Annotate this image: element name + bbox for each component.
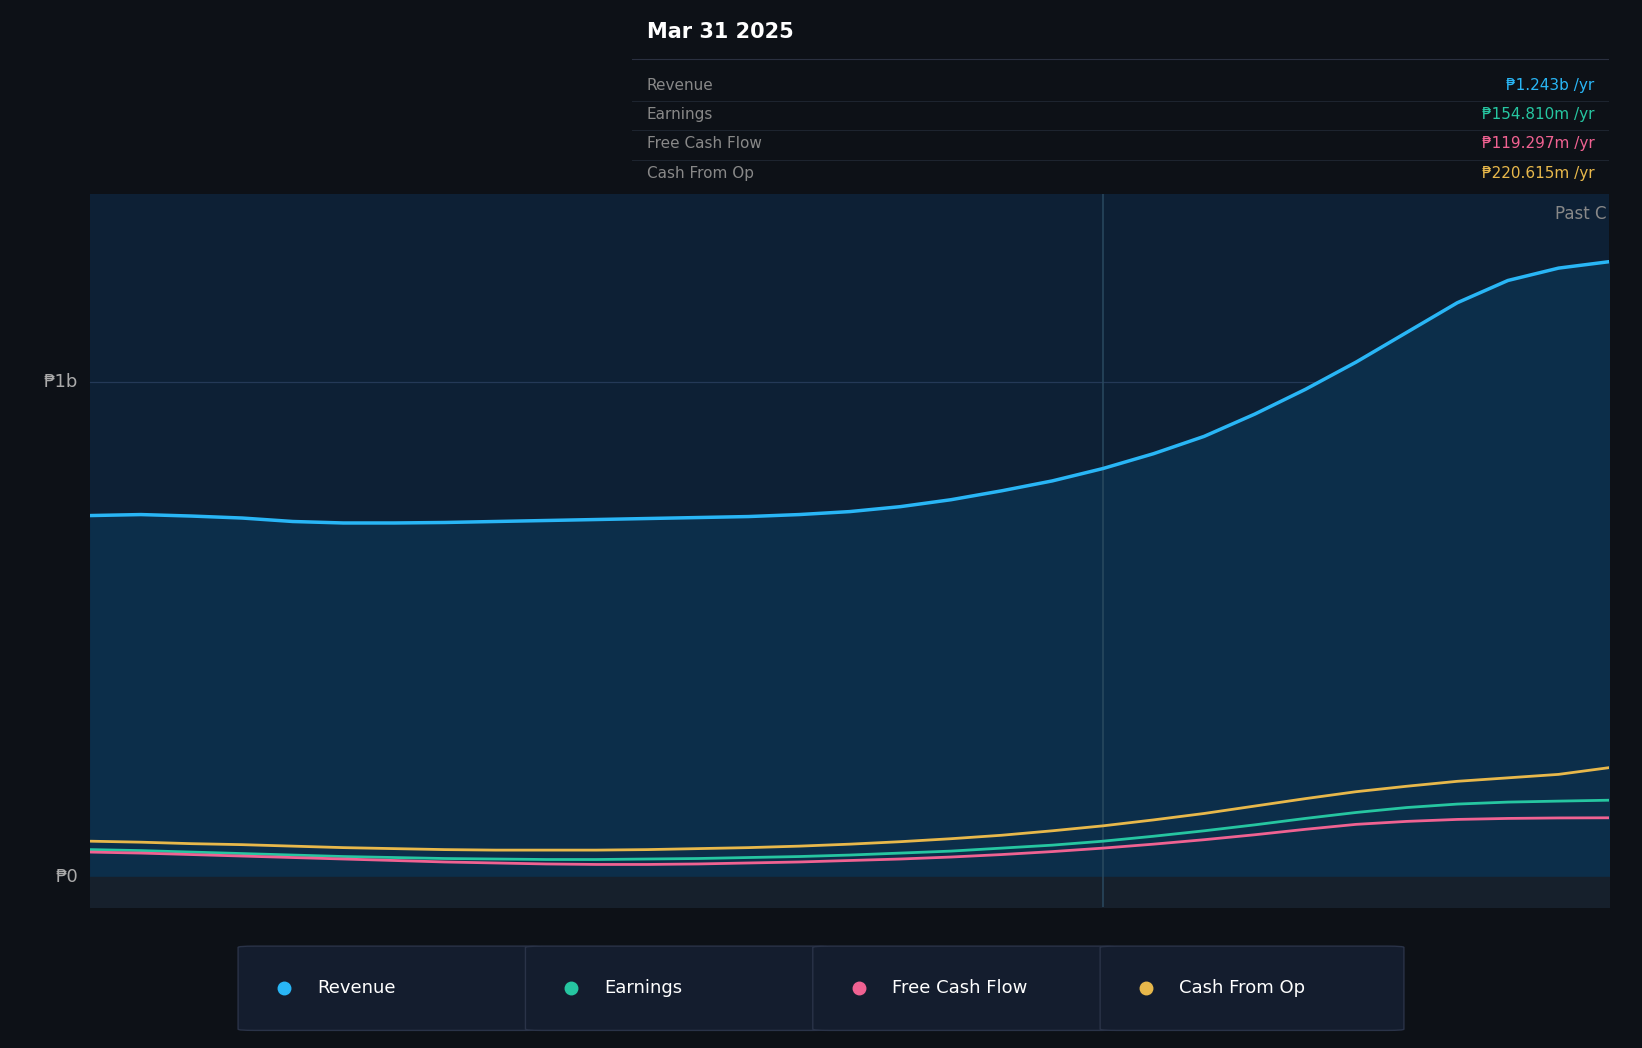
Text: Earnings: Earnings: [604, 979, 683, 998]
Text: 2023: 2023: [319, 945, 368, 965]
Text: ₱154.810m /yr: ₱154.810m /yr: [1483, 107, 1594, 122]
Text: ₱0: ₱0: [56, 868, 79, 886]
Text: Cash From Op: Cash From Op: [1179, 979, 1305, 998]
FancyBboxPatch shape: [1100, 946, 1404, 1030]
Text: ₱1b: ₱1b: [44, 373, 79, 391]
Text: ₱1.243b /yr: ₱1.243b /yr: [1506, 78, 1594, 92]
Text: ₱119.297m /yr: ₱119.297m /yr: [1481, 136, 1594, 152]
Text: Earnings: Earnings: [647, 107, 713, 122]
Text: Revenue: Revenue: [317, 979, 396, 998]
Text: Revenue: Revenue: [647, 78, 714, 92]
FancyBboxPatch shape: [238, 946, 542, 1030]
Text: Mar 31 2025: Mar 31 2025: [647, 22, 793, 42]
Text: 2024: 2024: [824, 945, 875, 965]
Text: ₱220.615m /yr: ₱220.615m /yr: [1481, 166, 1594, 181]
Text: 2025: 2025: [1332, 945, 1381, 965]
FancyBboxPatch shape: [813, 946, 1117, 1030]
Text: Cash From Op: Cash From Op: [647, 166, 754, 181]
FancyBboxPatch shape: [525, 946, 829, 1030]
Text: Free Cash Flow: Free Cash Flow: [892, 979, 1026, 998]
Text: Past C: Past C: [1555, 204, 1606, 222]
Text: Free Cash Flow: Free Cash Flow: [647, 136, 762, 152]
